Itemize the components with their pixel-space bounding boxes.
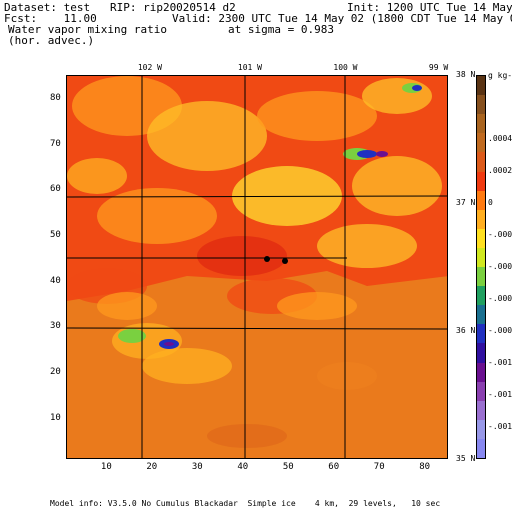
moisture-feature [118,329,146,343]
latitude-label: 36 N [456,326,476,335]
x-tick-label: 60 [328,462,340,472]
colorbar-band [477,76,485,96]
colorbar-band [477,152,485,172]
longitude-label: 102 W [137,63,162,72]
colorbar-band [477,133,485,153]
colorbar-tick-label: 0 [488,198,493,207]
colorbar-unit: g kg-1 [488,71,512,80]
field-contour [277,292,357,320]
field-contour [317,224,417,268]
y-tick-label: 60 [50,184,61,195]
field-contour [147,101,267,171]
field-contour [97,188,217,244]
colorbar-band [477,438,485,459]
field-contour [207,424,287,448]
moisture-feature [357,150,377,158]
x-tick-label: 10 [100,462,112,472]
field-contour [142,348,232,384]
moisture-feature [412,85,422,91]
colorbar-tick-label: -.0012 [488,390,512,399]
y-tick-label: 80 [50,92,61,103]
moisture-feature [282,258,288,264]
colorbar-tick-label: .0002 [488,166,512,175]
colorbar-band [477,400,485,421]
colorbar-band [477,343,485,363]
x-tick-label: 80 [419,462,431,472]
x-tick-label: 40 [237,462,249,472]
colorbar-band [477,190,485,211]
colorbar-band [477,114,485,134]
model-info-footer: Model info: V3.5.0 No Cumulus Blackadar … [50,499,441,508]
colorbar-tick-label: -.001 [488,358,512,367]
moisture-feature [264,256,270,262]
field-contour [362,78,432,114]
field-name-label: Water vapor mixing ratio [8,23,167,36]
longitude-label: 101 W [237,63,262,72]
y-tick-label: 40 [50,275,61,286]
colorbar-tick-label: -.0014 [488,422,512,431]
y-tick-label: 50 [50,230,61,240]
longitude-label: 100 W [333,63,358,72]
colorbar-band [477,286,485,306]
field-contour [352,156,442,216]
colorbar [476,75,486,459]
field-contour [97,292,157,320]
latitude-label: 37 N [456,198,476,207]
colorbar-band [477,247,485,268]
latitude-label: 38 N [456,70,476,79]
moisture-feature [164,342,174,346]
colorbar-band [477,95,485,115]
colorbar-band [477,362,485,383]
colorbar-tick-label: -.0006 [488,294,512,303]
heatmap-plot [66,75,448,459]
forecast-hour-label: Fcst: 11.00 [4,12,97,25]
boundary-line [67,327,447,330]
colorbar-tick-label: -.0004 [488,262,512,271]
y-tick-label: 30 [50,321,61,332]
y-tick-label: 70 [50,138,61,149]
colorbar-band [477,228,485,249]
field-contour [257,91,377,141]
colorbar-band [477,209,485,230]
y-tick-label: 10 [50,412,61,423]
longitude-label: 99 W [428,63,449,72]
advection-label: (hor. advec.) [8,34,95,47]
colorbar-band [477,381,485,402]
colorbar-tick-label: .0004 [488,134,512,143]
x-tick-label: 50 [282,462,294,472]
colorbar-band [477,171,485,192]
init-time-label: Init: 1200 UTC Tue 14 May 02 [347,1,512,14]
colorbar-tick-label: -.0002 [488,230,512,239]
boundary-line [67,195,447,198]
colorbar-tick-label: -.0008 [488,326,512,335]
colorbar-band [477,419,485,440]
colorbar-band [477,267,485,287]
x-tick-label: 20 [146,462,158,472]
field-contour [197,236,287,276]
latitude-label: 35 N [456,454,476,463]
x-tick-label: 70 [373,462,385,472]
field-contour [67,158,127,194]
dataset-label: Dataset: test RIP: rip20020514 d2 [4,1,236,14]
colorbar-band [477,324,485,344]
moisture-feature [376,151,388,157]
valid-time-label: Valid: 2300 UTC Tue 14 May 02 (1800 CDT … [172,12,512,25]
heatmap-svg [67,76,447,458]
y-tick-label: 20 [50,367,61,378]
sigma-level-label: at sigma = 0.983 [228,23,334,36]
colorbar-band [477,305,485,325]
field-contour [317,362,377,390]
x-tick-label: 30 [191,462,203,472]
